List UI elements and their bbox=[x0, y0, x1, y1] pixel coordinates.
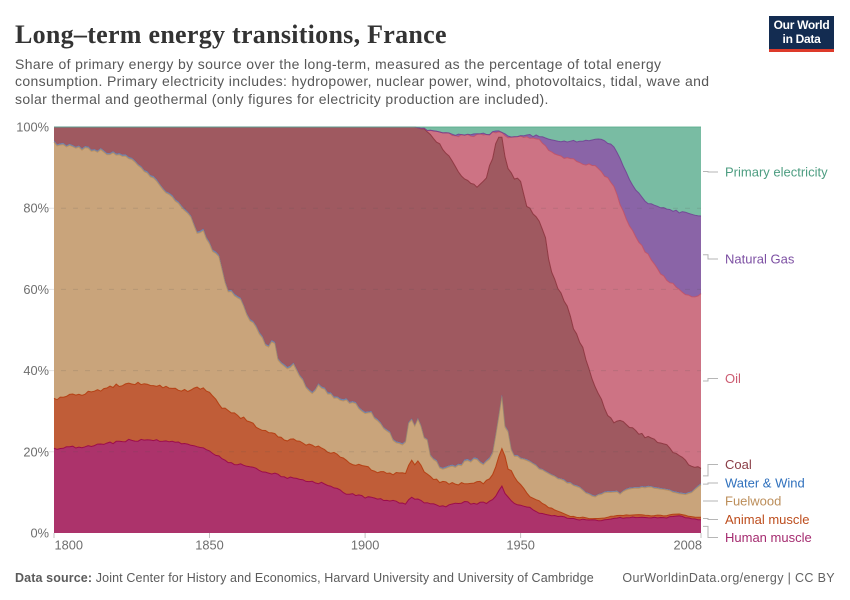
svg-text:80%: 80% bbox=[23, 201, 49, 216]
svg-text:40%: 40% bbox=[23, 363, 49, 378]
svg-text:Natural Gas: Natural Gas bbox=[725, 252, 795, 267]
svg-text:20%: 20% bbox=[23, 444, 49, 459]
svg-text:2008: 2008 bbox=[674, 538, 702, 553]
svg-text:Primary electricity: Primary electricity bbox=[725, 165, 828, 180]
svg-text:Coal: Coal bbox=[725, 457, 752, 472]
svg-text:1800: 1800 bbox=[55, 538, 83, 553]
svg-text:1950: 1950 bbox=[506, 538, 534, 553]
svg-text:0%: 0% bbox=[31, 526, 50, 541]
svg-text:60%: 60% bbox=[23, 282, 49, 297]
svg-text:Oil: Oil bbox=[725, 371, 741, 386]
svg-text:Fuelwood: Fuelwood bbox=[725, 494, 781, 509]
svg-text:1850: 1850 bbox=[195, 538, 223, 553]
svg-text:Water & Wind: Water & Wind bbox=[725, 476, 805, 491]
svg-text:1900: 1900 bbox=[351, 538, 379, 553]
svg-text:Human muscle: Human muscle bbox=[725, 530, 812, 545]
svg-text:100%: 100% bbox=[16, 120, 49, 135]
svg-text:Animal muscle: Animal muscle bbox=[725, 512, 810, 527]
